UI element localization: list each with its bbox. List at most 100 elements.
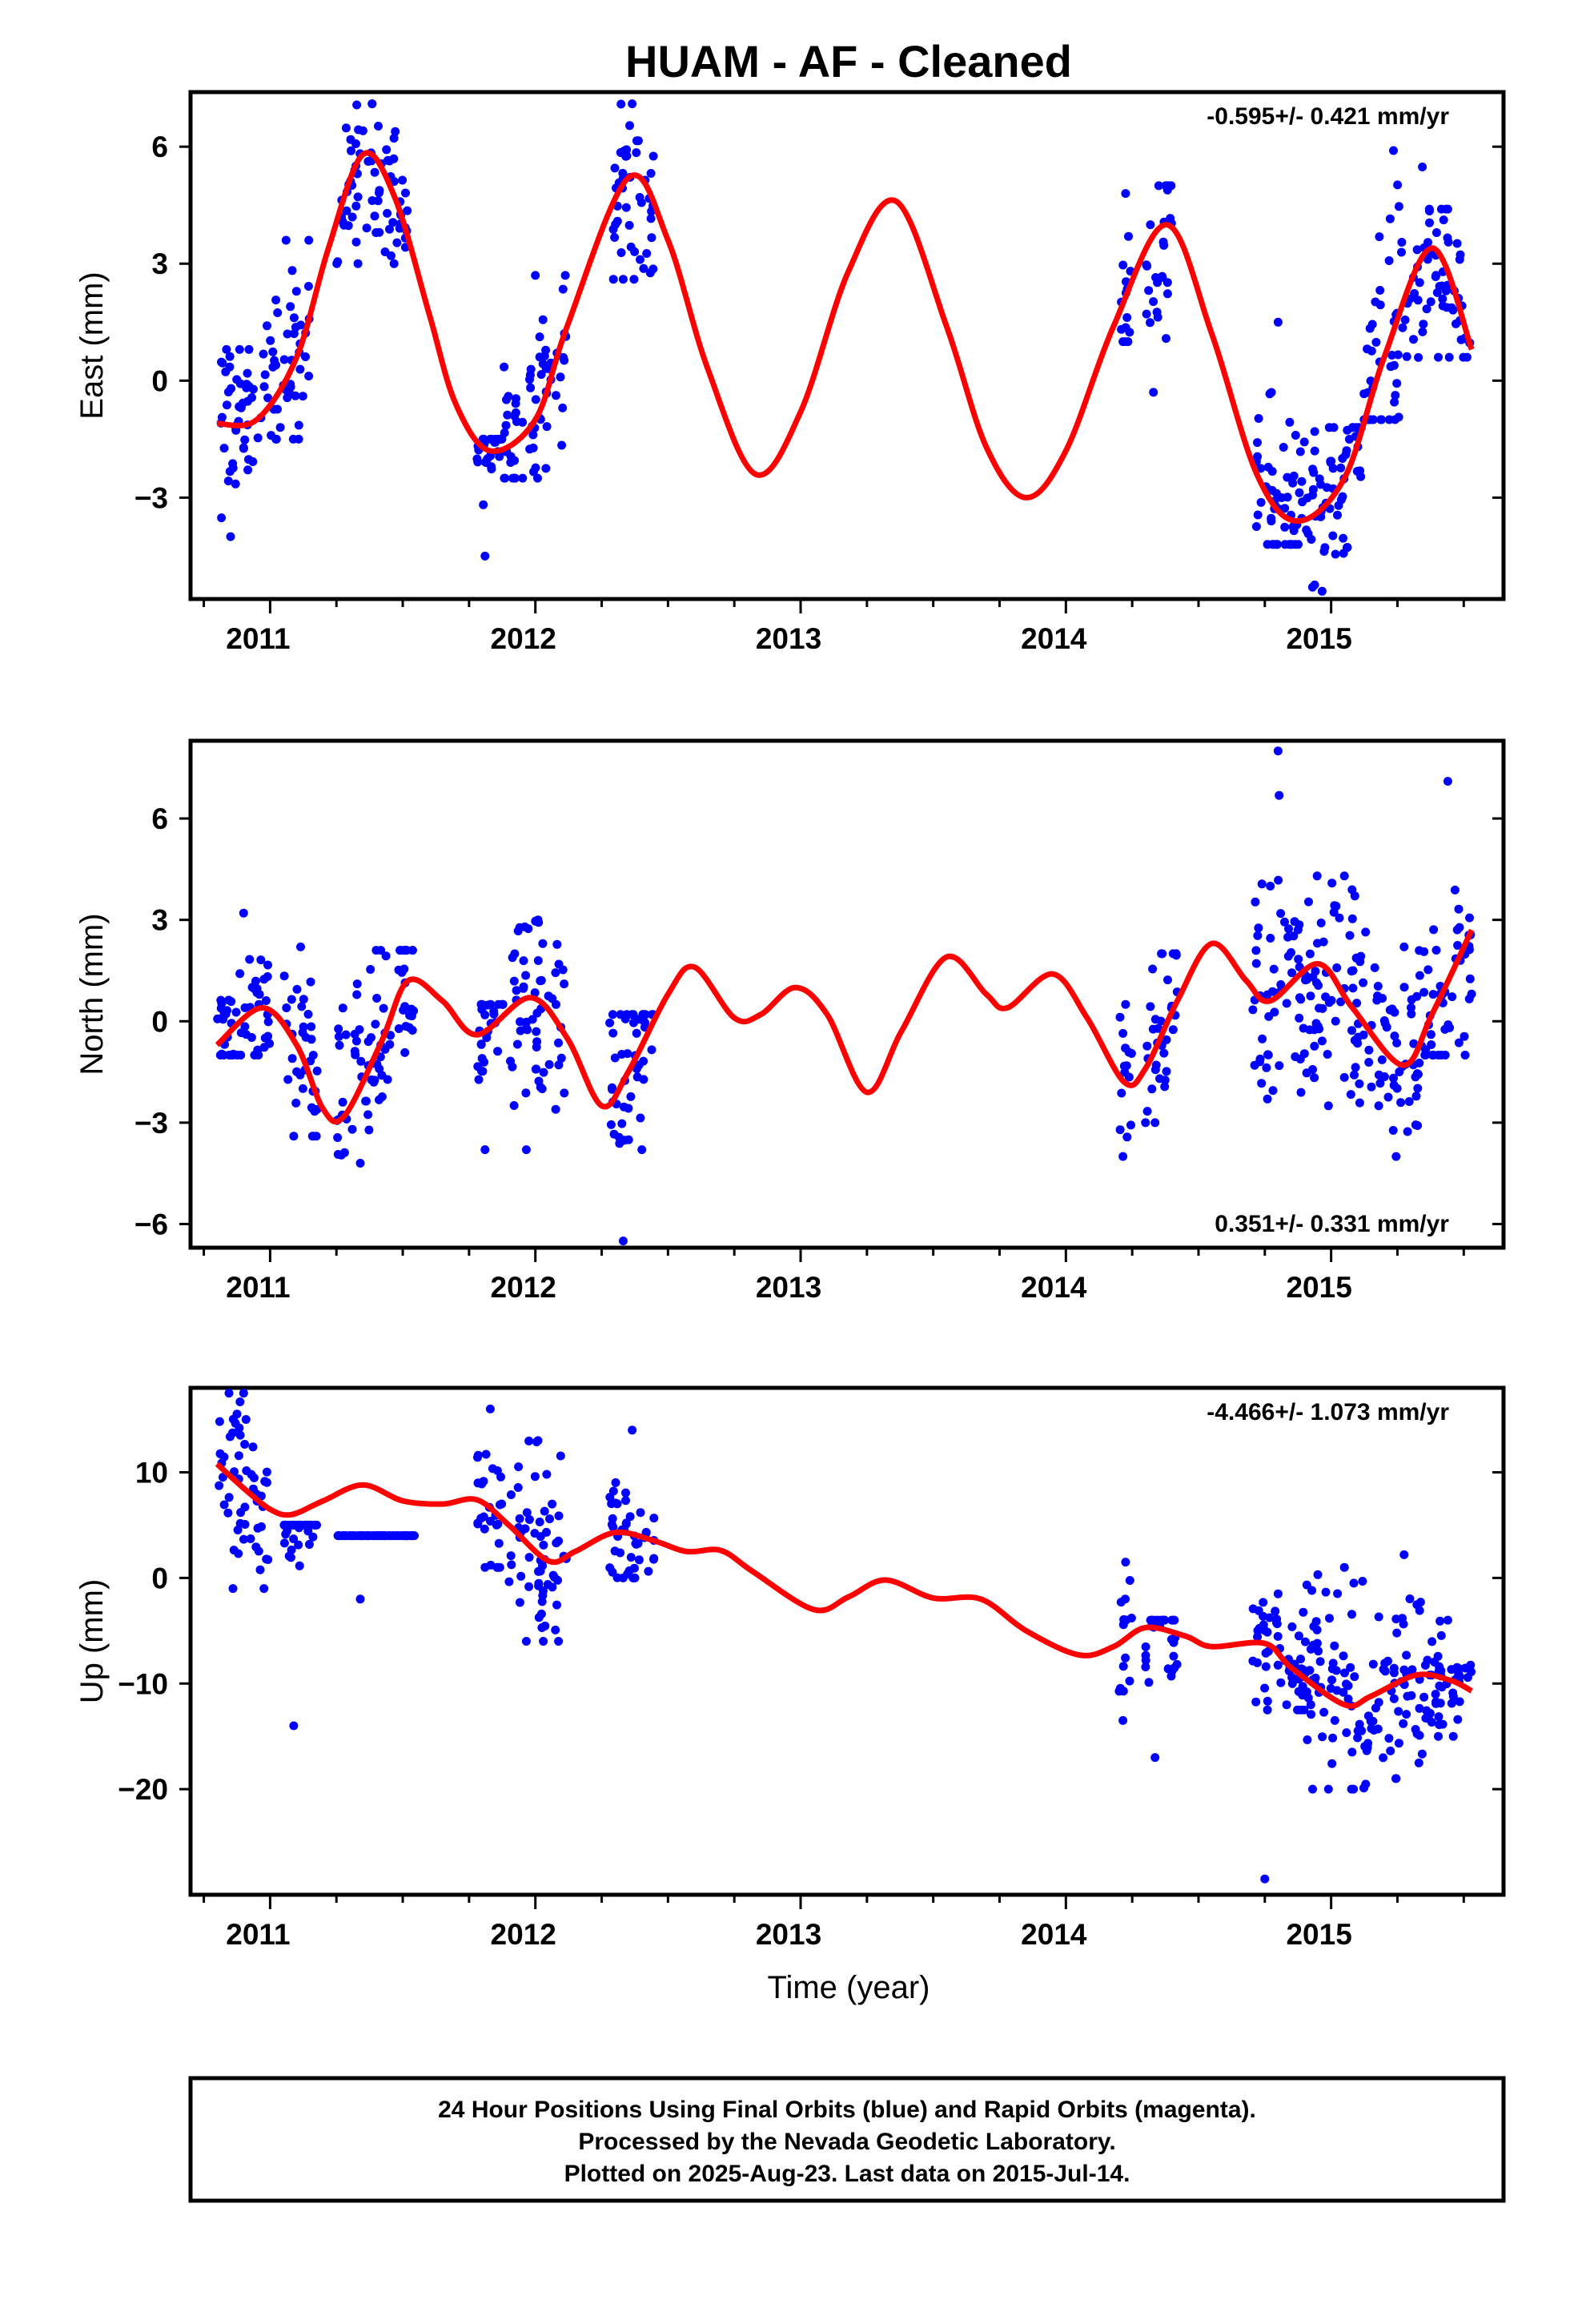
north-data-point <box>1280 917 1289 927</box>
north-data-point <box>1411 1092 1421 1101</box>
east-data-point <box>1118 337 1128 347</box>
up-data-point <box>1150 1753 1160 1763</box>
north-data-point <box>1379 1072 1389 1081</box>
east-data-point <box>342 206 351 215</box>
north-data-point <box>1428 990 1438 999</box>
east-data-point <box>1307 535 1316 544</box>
up-data-point <box>552 1600 561 1610</box>
east-plot-frame <box>188 90 1506 601</box>
north-data-point <box>295 1070 305 1080</box>
north-data-point <box>498 999 508 1009</box>
up-data-point <box>1339 1651 1348 1661</box>
north-data-point <box>1308 972 1318 982</box>
east-data-point <box>506 458 516 467</box>
north-data-point <box>1412 991 1422 1001</box>
east-data-point <box>263 393 273 403</box>
north-data-point <box>1276 980 1286 989</box>
east-data-point <box>1256 464 1266 473</box>
east-data-point <box>1253 510 1263 520</box>
east-data-point <box>1253 452 1263 461</box>
east-data-point <box>479 434 488 444</box>
up-data-point <box>1423 1655 1432 1665</box>
up-data-point <box>308 1532 318 1542</box>
up-data-point <box>233 1526 243 1534</box>
north-data-point <box>523 1025 532 1035</box>
up-data-point <box>488 1464 497 1474</box>
east-data-point <box>266 336 275 345</box>
east-data-point <box>362 223 371 233</box>
north-data-point <box>1389 1073 1398 1083</box>
north-data-point <box>263 1017 273 1027</box>
north-data-point <box>1142 1041 1152 1051</box>
east-data-point <box>352 100 362 110</box>
north-data-point <box>1296 1088 1306 1097</box>
north-data-point <box>1262 1063 1271 1072</box>
north-data-point <box>307 1035 316 1044</box>
north-data-point <box>219 1015 228 1024</box>
east-data-point <box>1393 350 1403 360</box>
up-xtick-label: 2011 <box>226 1918 290 1951</box>
east-data-point <box>1153 312 1162 322</box>
up-data-point <box>215 1417 224 1426</box>
east-data-point <box>1331 549 1340 559</box>
north-data-point <box>263 960 272 970</box>
north-data-point <box>363 1110 373 1120</box>
east-data-point <box>243 465 253 475</box>
up-data-point <box>1260 1683 1270 1693</box>
up-data-point <box>1443 1615 1452 1625</box>
north-data-point <box>1283 932 1293 942</box>
up-data-point <box>1389 1668 1399 1678</box>
north-data-point <box>1295 1013 1304 1023</box>
east-data-point <box>370 211 379 221</box>
east-data-point <box>217 357 226 367</box>
north-data-point <box>1413 1121 1423 1130</box>
up-data-point <box>1121 1653 1130 1663</box>
up-data-point <box>506 1490 516 1499</box>
north-data-point <box>626 1092 636 1101</box>
footer-line-2: Processed by the Nevada Geodetic Laborat… <box>578 2129 1115 2155</box>
east-data-point <box>1393 180 1403 190</box>
up-data-point <box>1125 1576 1134 1585</box>
up-data-point <box>1405 1594 1415 1603</box>
east-data-point <box>1288 478 1298 488</box>
up-data-point <box>1353 1726 1363 1735</box>
east-data-point <box>1439 215 1448 225</box>
north-data-point <box>1154 1023 1163 1033</box>
up-ytick-label: −20 <box>118 1773 168 1806</box>
north-data-point <box>1317 1036 1327 1046</box>
east-y-axis-label: East (mm) <box>74 271 110 419</box>
east-data-point <box>347 212 357 222</box>
up-data-point <box>1306 1700 1315 1710</box>
up-fit-curve <box>215 1462 1473 1709</box>
north-data-point <box>1352 999 1362 1008</box>
north-data-point <box>521 1088 531 1098</box>
north-data-point <box>333 1150 343 1159</box>
east-data-point <box>1263 540 1272 549</box>
north-data-point <box>1391 1152 1401 1161</box>
north-data-point <box>608 1084 616 1094</box>
north-data-point <box>554 1038 563 1047</box>
east-data-point <box>500 473 510 483</box>
up-data-point <box>1273 1660 1283 1670</box>
east-data-point <box>1291 431 1300 440</box>
east-data-point <box>347 146 355 155</box>
up-data-point <box>1302 1580 1311 1590</box>
east-data-point <box>1355 466 1365 476</box>
north-data-point <box>1453 941 1463 950</box>
up-data-point <box>611 1478 620 1487</box>
north-data-point <box>519 982 528 991</box>
north-data-point <box>509 1101 519 1110</box>
up-data-point <box>551 1625 560 1634</box>
east-data-point <box>540 352 549 361</box>
up-data-point <box>1311 1673 1320 1683</box>
east-data-point <box>1302 525 1311 535</box>
east-data-point <box>610 233 620 242</box>
east-data-point <box>221 367 231 376</box>
north-data-point <box>528 1015 537 1024</box>
north-data-point <box>1287 948 1296 957</box>
up-data-point <box>1328 1659 1338 1668</box>
north-data-point <box>1364 1058 1374 1067</box>
panel-up: −20 −10 0 10 2011 2012 2013 2014 2015 Up (mm) -4.4… <box>74 1385 1506 1951</box>
east-data-point <box>367 196 377 205</box>
north-data-point <box>516 1017 524 1027</box>
